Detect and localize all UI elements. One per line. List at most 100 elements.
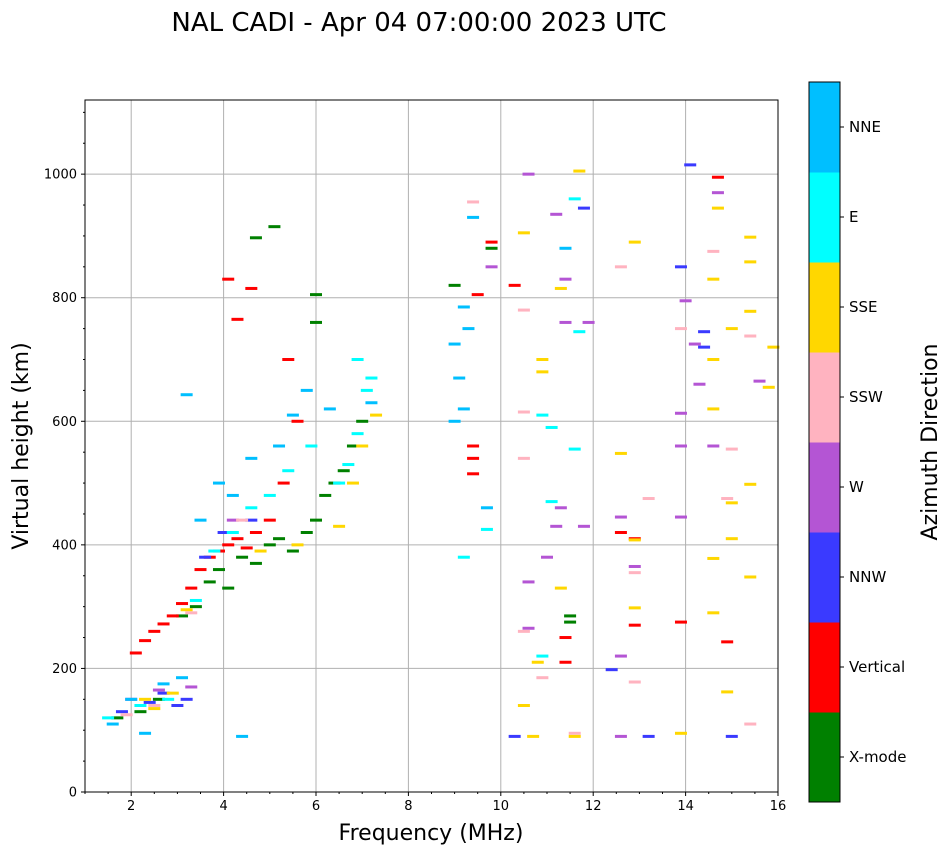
data-point-sse [725, 537, 738, 541]
data-point-sse [517, 231, 530, 235]
data-point-nnw [180, 697, 193, 701]
data-point-w [485, 265, 498, 269]
data-point-x-mode [564, 620, 577, 624]
data-point-e [536, 413, 549, 417]
data-point-x-mode [448, 283, 461, 287]
data-point-w [554, 506, 567, 510]
x-tick-label: 4 [219, 799, 227, 814]
data-point-w [577, 524, 590, 528]
data-point-sse [139, 697, 152, 701]
data-point-e [457, 555, 470, 559]
data-point-nne [106, 722, 119, 726]
data-point-ssw [467, 200, 480, 204]
data-point-x-mode [337, 469, 350, 473]
data-point-e [263, 493, 276, 497]
colorbar-segment [809, 442, 840, 533]
data-point-sse [744, 575, 757, 579]
data-point-x-mode [300, 531, 313, 534]
data-point-ssw [744, 722, 757, 726]
plot-area [85, 100, 778, 792]
data-point-nne [273, 444, 286, 448]
data-point-sse [725, 501, 738, 505]
data-point-ssw [148, 704, 161, 707]
y-axis-label: Virtual height (km) [9, 342, 34, 549]
data-point-x-mode [236, 555, 249, 559]
axis-ticks: 2 4 6 8 10 12 14 16 0 200 400 600 800 1000 [44, 111, 786, 814]
data-point-nne [448, 342, 461, 346]
colorbar-frame [808, 81, 841, 803]
x-tick-label: 10 [493, 799, 510, 814]
data-point-nne [139, 731, 152, 735]
data-point-e [545, 425, 558, 429]
data-point-sse [767, 345, 780, 349]
data-point-w [522, 580, 535, 584]
y-tick-label: 800 [52, 291, 77, 306]
y-tick-label: 0 [69, 786, 77, 801]
data-point-w [550, 212, 563, 216]
data-point-vertical [245, 286, 258, 290]
data-point-nnw [698, 330, 711, 334]
data-point-x-mode [564, 614, 577, 618]
data-point-ssw [744, 334, 757, 338]
data-point-vertical [508, 283, 521, 287]
data-point-sse [356, 444, 369, 448]
data-point-vertical [231, 317, 244, 321]
data-point-e [102, 716, 115, 720]
colorbar-label: SSE [849, 298, 878, 316]
data-point-x-mode [189, 605, 202, 609]
data-point-nne [462, 327, 475, 331]
data-point-nnw [508, 734, 521, 738]
data-point-w [628, 564, 641, 568]
data-point-w [582, 320, 595, 324]
colorbar-segment [809, 262, 840, 353]
data-point-sse [628, 240, 641, 244]
data-point-e [573, 330, 586, 334]
data-point-vertical [240, 546, 253, 550]
data-point-ssw [236, 518, 249, 522]
data-point-ssw [721, 497, 734, 501]
colorbar-label: W [849, 478, 864, 496]
data-point-w [614, 734, 627, 738]
data-point-nnw [674, 265, 687, 269]
data-point-sse [166, 691, 179, 695]
data-point-w [185, 685, 198, 689]
data-point-w [674, 515, 687, 519]
data-point-e [134, 704, 147, 707]
data-point-w [522, 626, 535, 630]
data-point-sse [614, 451, 627, 455]
data-point-sse [536, 370, 549, 374]
data-point-w [226, 518, 239, 522]
colorbar-segment [809, 82, 840, 173]
data-point-vertical [628, 623, 641, 627]
colorbar-label: NNE [849, 118, 881, 136]
data-point-x-mode [268, 225, 281, 229]
data-point-nnw [245, 518, 258, 522]
colorbar-segment [809, 172, 840, 263]
data-point-vertical [277, 481, 290, 485]
data-point-sse [531, 660, 544, 664]
data-point-nne [157, 682, 170, 686]
data-point-w [522, 172, 535, 176]
data-point-sse [707, 556, 720, 560]
data-point-sse [527, 734, 540, 738]
colorbar-label: SSW [849, 388, 883, 406]
data-point-x-mode [310, 320, 322, 324]
data-point-sse [573, 169, 586, 173]
data-point-sse [517, 704, 530, 707]
data-point-sse [180, 608, 193, 612]
data-point-x-mode [310, 518, 322, 522]
data-point-w [693, 382, 706, 386]
data-point-e [536, 654, 549, 658]
data-point-x-mode [134, 710, 147, 714]
data-point-vertical [467, 444, 480, 448]
data-point-sse [744, 482, 757, 486]
chart-title: NAL CADI - Apr 04 07:00:00 2023 UTC [171, 8, 666, 38]
data-point-e [351, 358, 364, 361]
y-tick-label: 200 [52, 662, 77, 677]
data-point-ssw [568, 731, 581, 735]
data-point-ssw [674, 327, 687, 331]
data-point-sse [568, 734, 581, 738]
data-point-sse [674, 731, 687, 735]
data-point-vertical [222, 543, 235, 547]
